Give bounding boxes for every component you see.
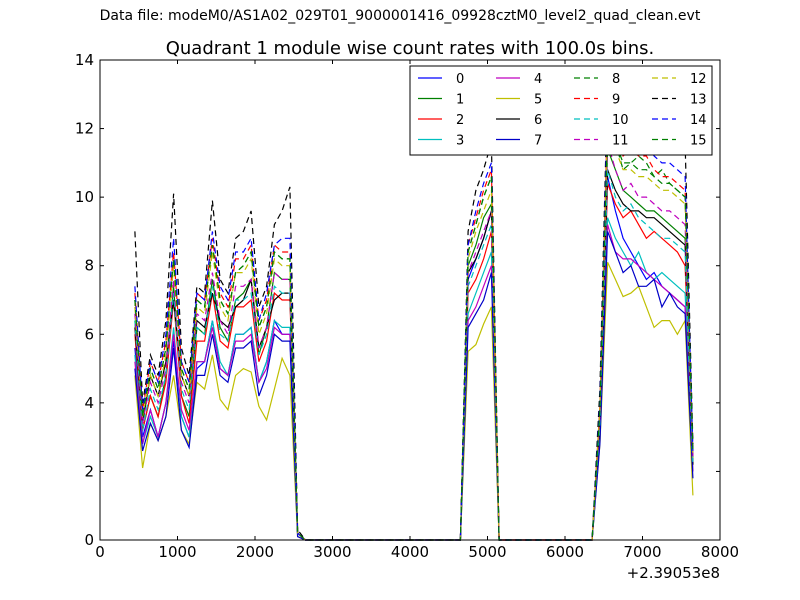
y-tick-label: 12: [75, 120, 94, 138]
x-tick-label: 5000: [468, 543, 506, 561]
legend-box: [409, 65, 713, 156]
legend-label-8: 8: [612, 72, 620, 87]
y-tick-label: 2: [84, 462, 94, 480]
series-line-1: [134, 148, 694, 541]
legend-label-11: 11: [612, 134, 629, 149]
figure-suptitle: Data file: modeM0/AS1A02_029T01_90000014…: [99, 8, 701, 24]
y-tick-label: 10: [75, 188, 94, 206]
legend-label-4: 4: [534, 72, 542, 87]
y-tick-label: 8: [84, 257, 94, 275]
legend-label-14: 14: [690, 113, 707, 128]
x-tick-label: 6000: [546, 543, 584, 561]
legend-label-1: 1: [456, 93, 464, 108]
legend-label-15: 15: [690, 134, 707, 149]
y-tick-label: 4: [84, 394, 94, 412]
legend-label-12: 12: [690, 72, 707, 87]
legend-label-13: 13: [690, 93, 707, 108]
x-tick-label: 7000: [623, 543, 661, 561]
x-tick-label: 1000: [158, 543, 196, 561]
x-tick-label: 8000: [701, 543, 739, 561]
legend-label-2: 2: [456, 113, 464, 128]
x-offset-label: +2.39053e8: [627, 564, 720, 582]
x-tick-label: 0: [95, 543, 105, 561]
legend-label-9: 9: [612, 93, 620, 108]
series-line-11: [134, 142, 694, 541]
x-tick-label: 2000: [236, 543, 274, 561]
x-tick-label: 4000: [391, 543, 429, 561]
series-line-5: [134, 262, 694, 541]
legend-label-7: 7: [534, 134, 542, 149]
y-tick-label: 6: [84, 325, 94, 343]
y-tick-label: 14: [75, 51, 94, 69]
legend-label-5: 5: [534, 93, 542, 108]
legend-label-0: 0: [456, 72, 464, 87]
series-line-15: [134, 121, 694, 541]
x-tick-label: 3000: [313, 543, 351, 561]
y-tick-label: 0: [84, 531, 94, 549]
legend-label-3: 3: [456, 134, 464, 149]
legend-label-6: 6: [534, 113, 542, 128]
chart-title: Quadrant 1 module wise count rates with …: [166, 38, 655, 59]
legend-label-10: 10: [612, 113, 629, 128]
